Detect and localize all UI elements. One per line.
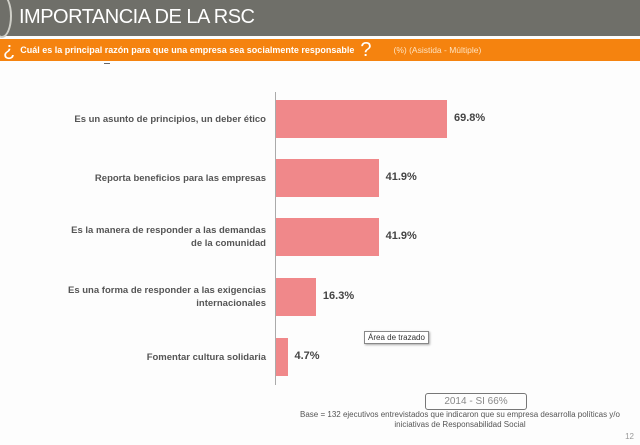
category-label-text: Es un asunto de principios, un deber éti… — [74, 113, 266, 125]
plot-area-tooltip: Área de trazado — [364, 331, 429, 344]
category-label-text: Es la manera de responder a las demandas… — [71, 225, 266, 249]
category-axis — [275, 92, 276, 385]
page-title: IMPORTANCIA DE LA RSC — [19, 6, 255, 28]
value-label: 4.7% — [294, 350, 320, 362]
question-open-mark: ¿ — [3, 39, 16, 61]
base-note: Base = 132 ejecutivos entrevistados que … — [300, 410, 620, 429]
bar — [276, 278, 316, 316]
category-label: Reporta beneficios para las empresas — [66, 159, 266, 197]
question-close-mark: ? — [360, 39, 372, 61]
bar — [276, 159, 379, 197]
bar — [276, 218, 379, 256]
logo-icon — [0, 0, 12, 38]
divider — [104, 63, 110, 64]
header-bar: IMPORTANCIA DE LA RSC — [0, 0, 640, 38]
category-label-text: Reporta beneficios para las empresas — [94, 172, 266, 184]
value-label: 16.3% — [322, 290, 355, 302]
category-label: Es la manera de responder a las demandas… — [66, 218, 266, 256]
value-label: 69.8% — [454, 112, 486, 124]
category-label-text: Es una forma de responder a las exigenci… — [68, 285, 266, 309]
page-number: 12 — [625, 432, 634, 441]
value-label: 41.9% — [385, 171, 417, 183]
question-bar: ¿ Cuál es la principal razón para que un… — [0, 39, 640, 61]
question-text: Cuál es la principal razón para que una … — [20, 45, 355, 55]
bar — [276, 338, 288, 376]
category-label-text: Fomentar cultura solidaria — [146, 351, 266, 363]
question-subtitle: (%) (Asistida - Múltiple) — [393, 45, 482, 55]
category-label: Es un asunto de principios, un deber éti… — [66, 100, 266, 138]
bar — [276, 100, 447, 138]
category-label: Es una forma de responder a las exigenci… — [66, 278, 266, 316]
value-label: 41.9% — [385, 230, 417, 242]
year-box: 2014 - SI 66% — [425, 393, 527, 410]
category-label: Fomentar cultura solidaria — [66, 338, 266, 376]
